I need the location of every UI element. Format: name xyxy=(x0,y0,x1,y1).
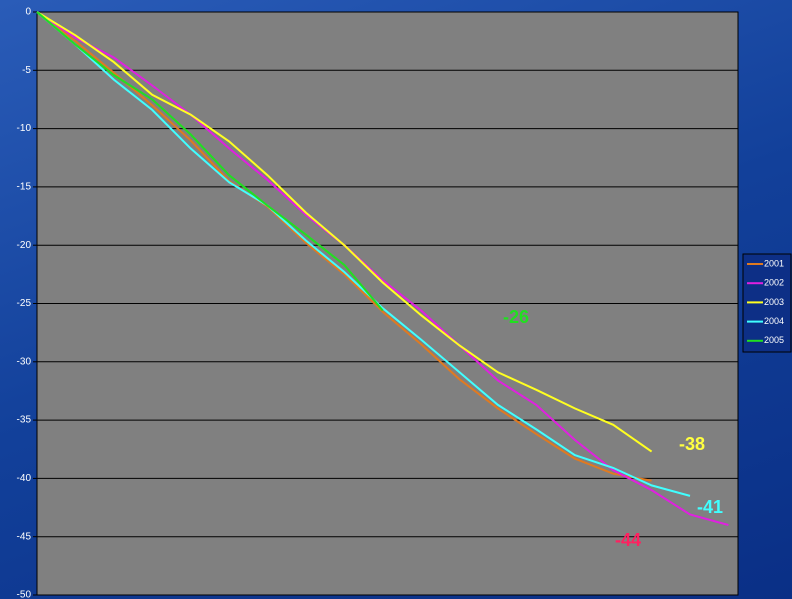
y-tick-label: -30 xyxy=(17,356,32,367)
series-line xyxy=(36,11,729,526)
annotation: -26 xyxy=(503,307,529,327)
legend-label: 2001 xyxy=(764,258,784,268)
series-line xyxy=(36,11,384,312)
y-tick-label: -5 xyxy=(22,65,31,76)
annotation: -41 xyxy=(697,497,723,517)
y-tick-label: -40 xyxy=(17,473,32,484)
legend: 2001 2002 2003 2004 2005 xyxy=(742,253,792,353)
annotation: -44 xyxy=(615,530,641,550)
series-line xyxy=(36,11,691,497)
y-tick-label: -15 xyxy=(17,182,32,193)
y-tick-label: -50 xyxy=(17,590,32,599)
y-tick-label: -20 xyxy=(17,240,32,251)
legend-label: 2002 xyxy=(764,278,784,288)
series-line xyxy=(36,11,653,453)
y-tick-label: 0 xyxy=(25,7,31,18)
series-line xyxy=(36,11,652,482)
y-tick-label: -10 xyxy=(17,123,32,134)
legend-label: 2004 xyxy=(764,316,784,326)
y-tick-label: -25 xyxy=(17,298,32,309)
legend-label: 2005 xyxy=(764,335,784,345)
y-tick-label: -35 xyxy=(17,415,32,426)
y-tick-label: -45 xyxy=(17,531,32,542)
annotation: -38 xyxy=(679,434,705,454)
legend-label: 2003 xyxy=(764,297,784,307)
